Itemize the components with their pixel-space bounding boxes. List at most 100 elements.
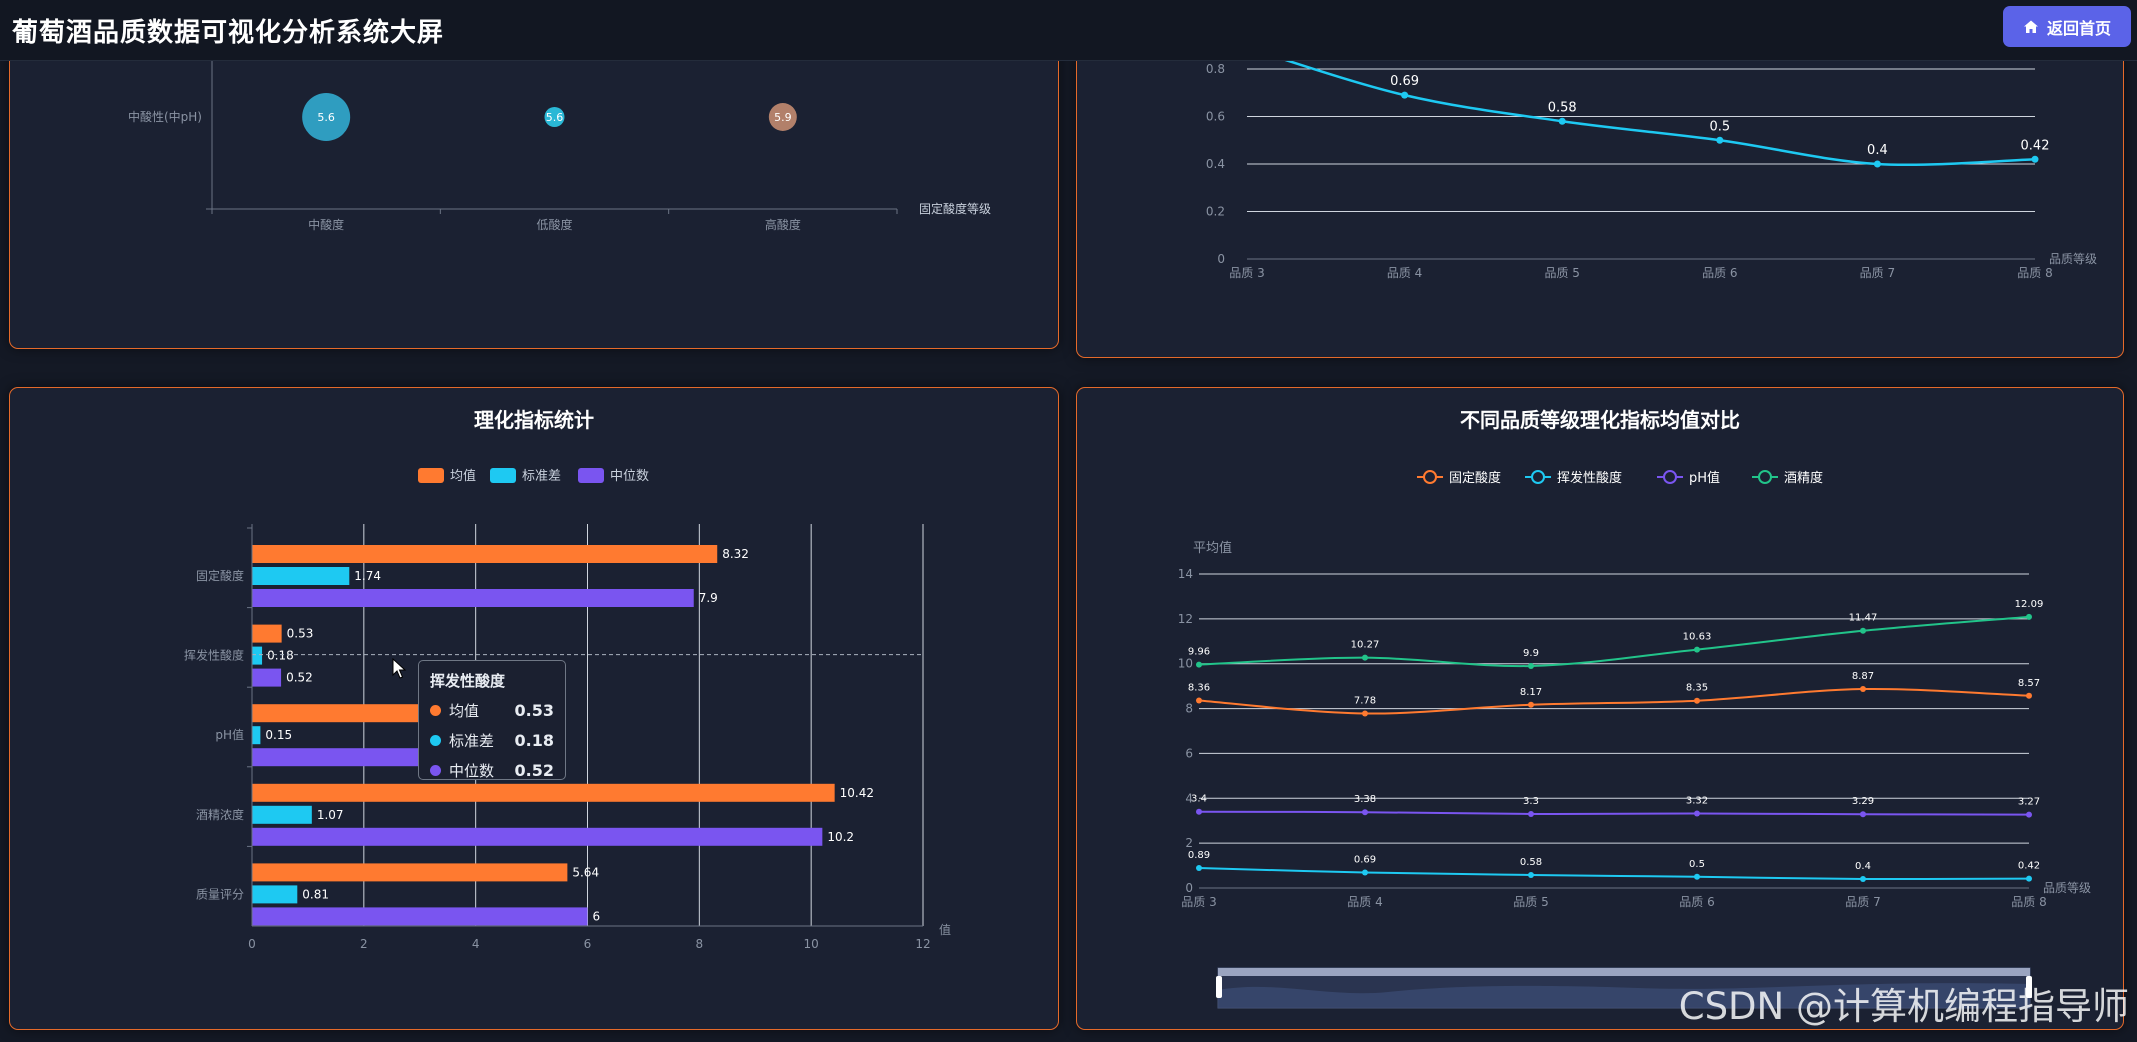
bubble-chart: 中酸性(中pH) 中酸度 低酸度 高酸度 5.6 5.6 5.9 固定酸度等级 [128, 43, 991, 232]
home-button-label: 返回首页 [2046, 18, 2111, 38]
bar-median [252, 589, 694, 607]
zoom-handle-right [2026, 976, 2032, 998]
legend-label: 固定酸度 [1449, 470, 1501, 486]
data-label: 3.3 [1523, 796, 1539, 807]
x-tick-label: 10 [804, 937, 819, 951]
x-tick-label: 中酸度 [308, 217, 344, 232]
x-tick-label: 品质 6 [1679, 895, 1714, 909]
data-label: 10.63 [1683, 632, 1712, 643]
y-tick-label: 质量评分 [196, 887, 244, 901]
data-label: 7.78 [1354, 696, 1376, 707]
data-label: 0.4 [1855, 861, 1871, 872]
y-tick-label: 0.8 [1206, 62, 1225, 76]
legend-label: 均值 [450, 468, 476, 484]
data-point [2026, 811, 2032, 818]
y-tick-label: 2 [1185, 836, 1193, 850]
legend-swatch [418, 468, 444, 483]
tooltip-value: 0.52 [514, 761, 554, 780]
data-point [1196, 697, 1202, 704]
x-axis-title: 值 [939, 922, 951, 937]
series-line [1198, 615, 2030, 668]
tooltip-value: 0.53 [514, 701, 554, 720]
bar-mean [252, 783, 835, 802]
series-line [1198, 867, 2030, 881]
tooltip-label: 均值 [449, 702, 480, 720]
zoom-handle-left [1216, 976, 1222, 998]
data-point [2031, 155, 2039, 163]
bar-value-label: 0.81 [302, 887, 329, 901]
tooltip-dot-icon [430, 765, 441, 776]
y-tick-label: 14 [1178, 567, 1193, 581]
top-bar: 葡萄酒品质数据可视化分析系统大屏 返回首页 [0, 0, 2137, 61]
data-label: 3.27 [2018, 797, 2040, 808]
bubble-point [768, 103, 797, 131]
bubble-point [302, 93, 351, 141]
data-point [1362, 869, 1368, 876]
y-tick-label: 4 [1185, 791, 1193, 805]
bar-median [252, 827, 823, 846]
tooltip-value: 0.18 [514, 731, 554, 750]
tooltip-dot-icon [430, 705, 441, 716]
bar-mean [252, 624, 282, 643]
legend-marker [1758, 470, 1772, 484]
x-tick-label: 品质 7 [1845, 895, 1880, 909]
x-tick-label: 8 [696, 937, 704, 951]
x-tick-label: 0 [248, 937, 256, 951]
bar-mean [252, 863, 568, 882]
data-label: 8.35 [1686, 683, 1708, 694]
bar-value-label: 1.74 [354, 569, 381, 583]
data-point [1362, 809, 1368, 816]
data-point [1196, 865, 1202, 872]
series-line [1198, 810, 2030, 816]
legend-marker [1423, 470, 1437, 484]
y-tick-label: 挥发性酸度 [184, 648, 244, 663]
home-button[interactable]: 返回首页 [2003, 6, 2131, 47]
bar-value-label: 5.64 [572, 865, 599, 879]
data-point [1558, 117, 1566, 125]
x-tick-label: 品质 8 [2011, 895, 2046, 909]
data-point [1694, 873, 1700, 880]
x-tick-label: 高酸度 [765, 217, 801, 232]
data-point [1528, 701, 1534, 708]
x-tick-label: 品质 3 [1229, 266, 1264, 280]
y-tick-label: 0.2 [1206, 205, 1225, 219]
bubble-point [544, 107, 565, 127]
data-point [1196, 808, 1202, 815]
legend-swatch [578, 468, 604, 483]
y-tick-label: 酒精浓度 [196, 807, 244, 822]
data-point [1694, 697, 1700, 704]
tooltip-row: 中位数 0.52 [430, 760, 554, 781]
x-axis-title: 品质等级 [2043, 881, 2091, 895]
bar-std [252, 726, 261, 745]
bar-value-label: 6 [593, 909, 601, 923]
data-point [1528, 810, 1534, 817]
bar-mean [252, 545, 718, 563]
series-line [1198, 687, 2030, 715]
legend-label: 挥发性酸度 [1557, 470, 1622, 486]
legend-label: 酒精度 [1784, 470, 1823, 486]
x-tick-label: 4 [472, 937, 480, 951]
x-tick-label: 品质 3 [1181, 895, 1216, 909]
y-tick-label: 10 [1178, 657, 1193, 671]
data-label: 0.69 [1354, 855, 1376, 866]
y-tick-label: 0.4 [1206, 157, 1225, 171]
data-label: 10.27 [1351, 640, 1380, 651]
legend-label: 标准差 [522, 469, 561, 484]
y-tick-label: 0 [1185, 881, 1193, 895]
y-tick-label: pH值 [215, 727, 244, 742]
legend-marker [1663, 470, 1677, 484]
data-point [1694, 646, 1700, 653]
data-point [1873, 160, 1881, 168]
x-axis-title: 固定酸度等级 [919, 201, 991, 216]
tooltip-dot-icon [430, 735, 441, 746]
volatile-line-panel: 0 0.2 0.4 0.6 0.8 品质 3 品质 4 品质 5 品质 6 品质 7 品质 8 品质等… [1076, 30, 2124, 358]
x-tick-label: 低酸度 [536, 217, 572, 232]
bubble-value-label: 5.6 [317, 111, 335, 124]
data-label: 3.32 [1686, 796, 1708, 807]
data-label: 0.58 [1548, 100, 1577, 115]
bar-value-label: 8.32 [722, 547, 749, 561]
tooltip-row: 均值 0.53 [430, 700, 554, 721]
bar-median [252, 668, 282, 687]
x-tick-label: 6 [584, 937, 592, 951]
data-label: 0.69 [1390, 74, 1419, 89]
